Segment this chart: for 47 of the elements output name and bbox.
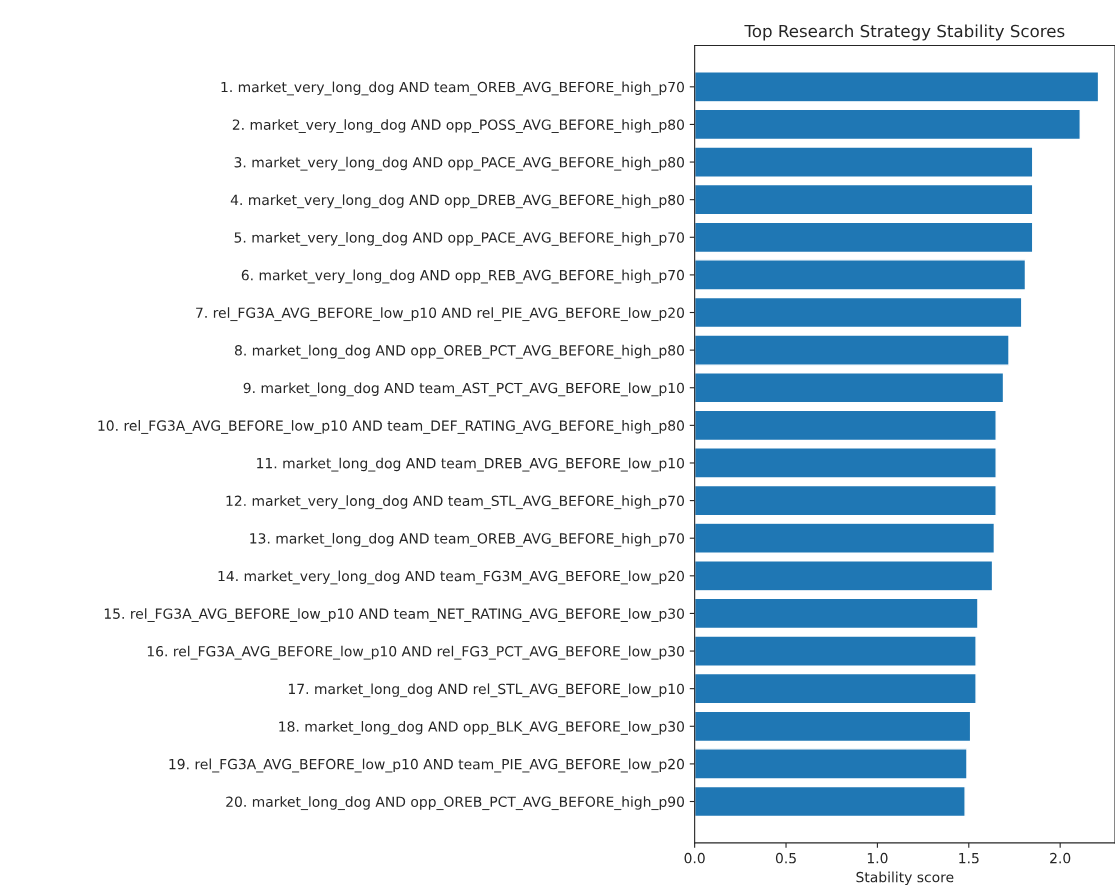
x-tick-label: 1.5 [959,853,979,864]
bar [694,522,996,554]
x-tick-label: 1.0 [867,852,888,864]
y-tick-label: 16. rel_FG3A_AVG_BEFORE_low_p10 AND rel_FG3_PCT_AVG_BEFORE_low_p30 [147,645,684,660]
bar [694,183,1034,216]
y-tick-label: 1. market_very_long_dog AND team_OREB_AVG_BEFORE_high_p70 [221,81,684,96]
y-tick-label: 6. market_very_long_dog AND opp_REB_AVG_BEFORE_high_p70 [241,269,684,284]
y-tick-label: 17. market_long_dog AND rel_STL_AVG_BEFORE_low_p10 [288,683,684,698]
x-tick-label: 2.0 [1050,852,1071,864]
bar [694,560,994,592]
chart-title: Top Research Strategy Stability Scores [744,24,1065,41]
bar [694,71,1100,103]
bar [694,785,966,818]
y-tick-label: 12. market_very_long_dog AND team_STL_AVG_BEFORE_high_p70 [226,495,684,510]
y-tick-label: 2. market_very_long_dog AND opp_POSS_AVG_BEFORE_high_p80 [232,119,684,133]
y-tick-label: 7. rel_FG3A_AVG_BEFORE_low_p10 AND rel_PIE_AVG_BEFORE_low_p20 [196,307,684,322]
x-axis-title: Stability score [856,871,954,886]
y-tick-label: 15. rel_FG3A_AVG_BEFORE_low_p10 AND team_NET_RATING_AVG_BEFORE_low_p30 [104,608,684,622]
y-tick-label: 9. market_long_dog AND team_AST_PCT_AVG_BEFORE_low_p10 [243,382,684,397]
bar [694,409,997,442]
bar [694,710,972,743]
bar [694,597,979,630]
y-tick-label: 5. market_very_long_dog AND opp_PACE_AVG_BEFORE_high_p70 [234,232,684,246]
y-tick-label: 13. market_long_dog AND team_OREB_AVG_BEFORE_high_p70 [250,532,684,547]
x-tick-label: 0.5 [775,852,796,864]
bar [694,371,1005,404]
bar [694,748,968,780]
bar [694,221,1034,254]
bar [694,447,997,479]
bar [694,334,1010,366]
y-tick-label: 18. market_long_dog AND opp_BLK_AVG_BEFORE_low_p30 [279,721,684,735]
y-tick-label: 4. market_very_long_dog AND opp_DREB_AVG_BEFORE_high_p80 [230,194,684,209]
y-tick-label: 20. market_long_dog AND opp_OREB_PCT_AVG_BEFORE_high_p90 [226,796,684,811]
y-tick-label: 14. market_very_long_dog AND team_FG3M_AVG_BEFORE_low_p20 [218,570,684,585]
bar [694,146,1034,178]
x-tick-label: 0.0 [684,852,705,864]
y-tick-label: 19. rel_FG3A_AVG_BEFORE_low_p10 AND team_PIE_AVG_BEFORE_low_p20 [169,758,684,773]
bar [694,259,1027,291]
y-tick-label: 8. market_long_dog AND opp_OREB_PCT_AVG_BEFORE_high_p80 [234,344,684,359]
bar [694,672,977,705]
y-tick-label: 3. market_very_long_dog AND opp_PACE_AVG_BEFORE_high_p80 [234,156,684,171]
y-tick-label: 11. market_long_dog AND team_DREB_AVG_BEFORE_low_p10 [257,457,684,472]
bar [694,484,997,517]
bar [694,635,977,667]
bar [694,296,1023,329]
bar [694,108,1081,141]
y-tick-label: 10. rel_FG3A_AVG_BEFORE_low_p10 AND team_DEF_RATING_AVG_BEFORE_high_p80 [98,420,684,434]
